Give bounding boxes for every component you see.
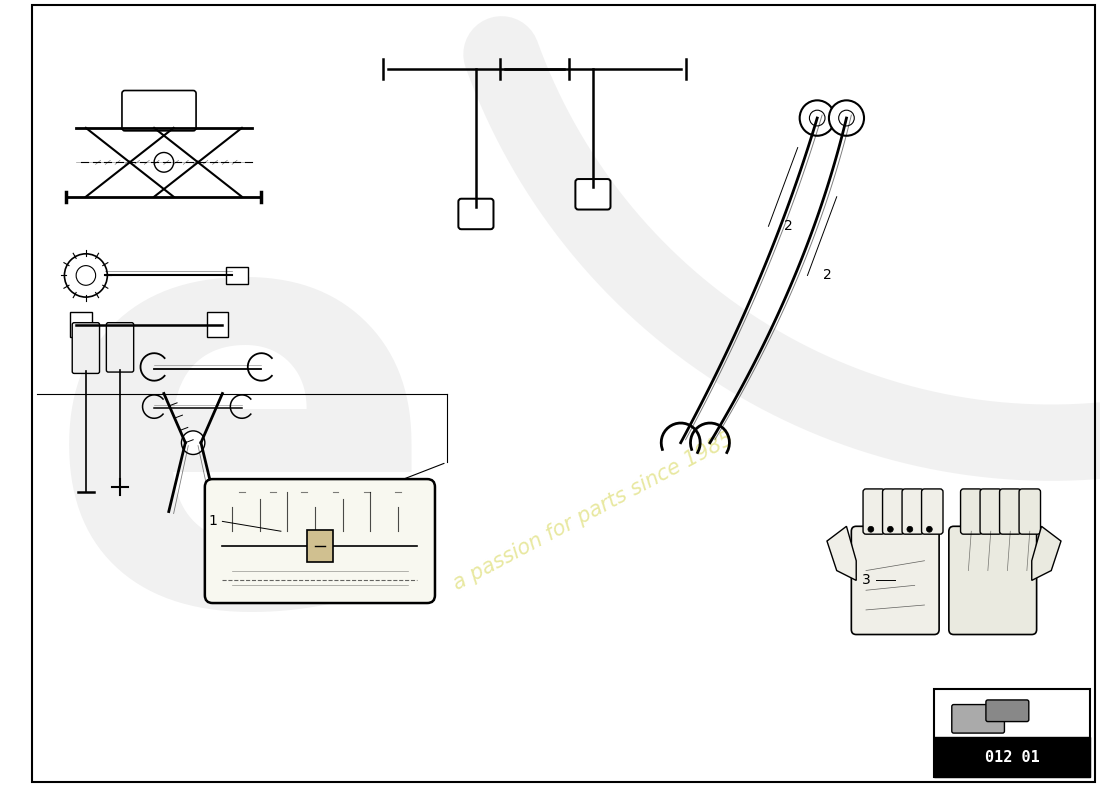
FancyBboxPatch shape — [986, 700, 1028, 722]
Circle shape — [926, 526, 933, 532]
FancyBboxPatch shape — [227, 266, 248, 284]
Text: a passion for parts since 1985: a passion for parts since 1985 — [449, 429, 737, 594]
FancyBboxPatch shape — [851, 526, 939, 634]
FancyBboxPatch shape — [1000, 489, 1021, 534]
FancyBboxPatch shape — [882, 489, 904, 534]
Circle shape — [800, 100, 835, 136]
Circle shape — [868, 526, 873, 532]
FancyBboxPatch shape — [952, 705, 1004, 733]
Text: e: e — [44, 160, 440, 725]
FancyBboxPatch shape — [459, 198, 494, 230]
Circle shape — [810, 110, 825, 126]
Circle shape — [888, 526, 893, 532]
FancyBboxPatch shape — [864, 489, 884, 534]
FancyBboxPatch shape — [307, 530, 332, 562]
Circle shape — [76, 266, 96, 286]
Text: 3: 3 — [861, 574, 870, 587]
Polygon shape — [827, 526, 856, 581]
Circle shape — [65, 254, 108, 297]
Text: 2: 2 — [823, 269, 832, 282]
Text: 2: 2 — [783, 219, 792, 234]
Text: 012 01: 012 01 — [984, 750, 1040, 765]
Polygon shape — [1032, 526, 1062, 581]
FancyBboxPatch shape — [902, 489, 924, 534]
FancyBboxPatch shape — [1019, 489, 1041, 534]
FancyBboxPatch shape — [107, 322, 134, 372]
FancyBboxPatch shape — [207, 312, 228, 338]
Bar — [934, 738, 1090, 777]
Text: 1: 1 — [209, 514, 218, 528]
FancyBboxPatch shape — [922, 489, 943, 534]
FancyBboxPatch shape — [205, 479, 434, 603]
Circle shape — [182, 431, 205, 454]
FancyBboxPatch shape — [70, 312, 91, 338]
FancyBboxPatch shape — [73, 322, 99, 374]
Circle shape — [838, 110, 855, 126]
FancyBboxPatch shape — [575, 179, 611, 210]
FancyBboxPatch shape — [960, 489, 982, 534]
FancyBboxPatch shape — [980, 489, 1001, 534]
Bar — [934, 689, 1090, 777]
FancyBboxPatch shape — [949, 526, 1036, 634]
FancyBboxPatch shape — [122, 90, 196, 131]
Circle shape — [829, 100, 864, 136]
Circle shape — [906, 526, 913, 532]
Circle shape — [154, 153, 174, 172]
